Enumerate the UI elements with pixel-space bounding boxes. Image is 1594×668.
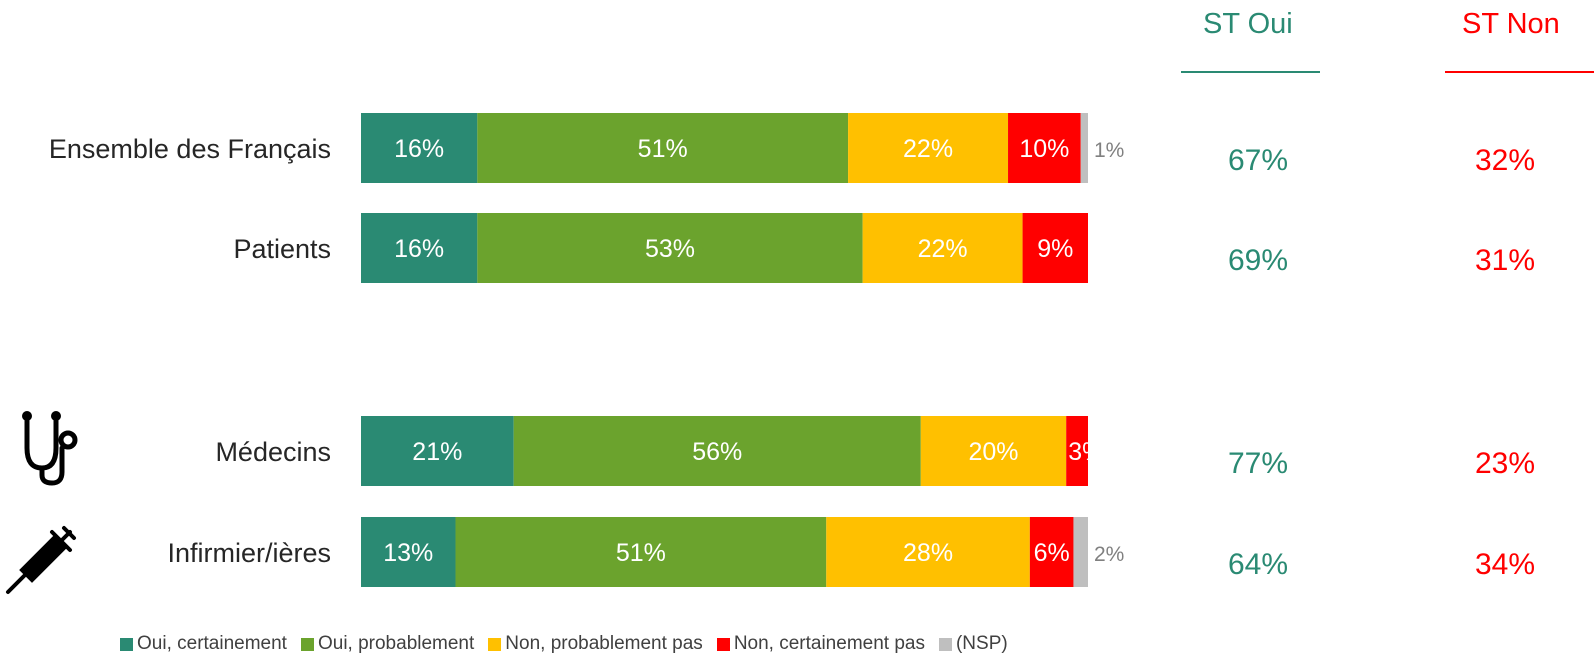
data-label: 9% (1037, 235, 1073, 263)
data-label: 21% (412, 438, 462, 466)
legend-item: Oui, probablement (300, 633, 475, 655)
data-label: 10% (1019, 135, 1069, 163)
bar-segment (1029, 517, 1074, 587)
legend-item: Oui, certainement (120, 633, 287, 655)
data-label: 6% (1034, 539, 1070, 567)
st-non-value: 31% (1475, 244, 1535, 277)
data-label: 22% (903, 135, 953, 163)
st-oui-value: 64% (1228, 548, 1288, 581)
syringe-icon (6, 526, 76, 594)
bar-segment (1066, 416, 1088, 486)
legend-label: (NSP) (955, 633, 1008, 654)
st-oui-value: 67% (1228, 144, 1288, 177)
bar-segment (826, 517, 1030, 587)
st-non-value: 34% (1475, 548, 1535, 581)
data-label: 16% (394, 135, 444, 163)
data-label: 16% (394, 235, 444, 263)
bar-segment (1022, 213, 1088, 283)
legend-item: Non, certainement pas (716, 633, 925, 655)
legend-label: Oui, probablement (317, 633, 475, 654)
data-label: 2% (1094, 543, 1124, 566)
legend-label: Oui, certainement (137, 633, 287, 654)
bar-segment (361, 113, 478, 183)
bar-segment (513, 416, 921, 486)
data-label: 51% (638, 135, 688, 163)
data-label: 53% (645, 235, 695, 263)
bar-segment (1073, 517, 1088, 587)
st-oui-value: 69% (1228, 244, 1288, 277)
st-non-underline (1445, 71, 1594, 73)
st-non-value: 23% (1475, 447, 1535, 480)
legend-label: Non, certainement pas (733, 633, 925, 654)
st-oui-header: ST Oui (1203, 8, 1293, 40)
legend: Oui, certainement Oui, probablement Non,… (120, 633, 1022, 655)
bar-segment (848, 113, 1009, 183)
legend-swatch (120, 637, 133, 651)
st-oui-underline (1181, 71, 1320, 73)
st-non-value: 32% (1475, 144, 1535, 177)
bar-segment (477, 213, 863, 283)
legend-item: (NSP) (938, 633, 1008, 655)
bar-segment (455, 517, 827, 587)
data-label: 20% (968, 438, 1018, 466)
category-label: Médecins (215, 437, 331, 467)
legend-swatch (488, 637, 502, 651)
bar-segment (361, 416, 514, 486)
data-label: 22% (918, 235, 968, 263)
category-label: Infirmier/ières (167, 538, 331, 568)
legend-swatch (938, 637, 952, 651)
stethoscope-icon (22, 411, 78, 486)
category-label: Ensemble des Français (49, 134, 331, 164)
legend-swatch (716, 637, 730, 651)
bar-segment (477, 113, 849, 183)
bar-segment (361, 517, 456, 587)
data-label: 51% (616, 539, 666, 567)
bar-segment (920, 416, 1067, 486)
category-label: Patients (233, 234, 331, 264)
data-label: 1% (1094, 139, 1124, 162)
data-label: 13% (383, 539, 433, 567)
bar-segment (361, 213, 478, 283)
legend-label: Non, probablement pas (505, 633, 703, 654)
bar-segment (862, 213, 1023, 283)
data-label: 56% (692, 438, 742, 466)
st-oui-value: 77% (1228, 447, 1288, 480)
data-label: 3% (1068, 438, 1104, 466)
data-label: 28% (903, 539, 953, 567)
bar-segment (1008, 113, 1081, 183)
legend-item: Non, probablement pas (488, 633, 703, 655)
st-non-header: ST Non (1462, 8, 1560, 40)
legend-swatch (300, 637, 314, 651)
bar-segment (1080, 113, 1088, 183)
